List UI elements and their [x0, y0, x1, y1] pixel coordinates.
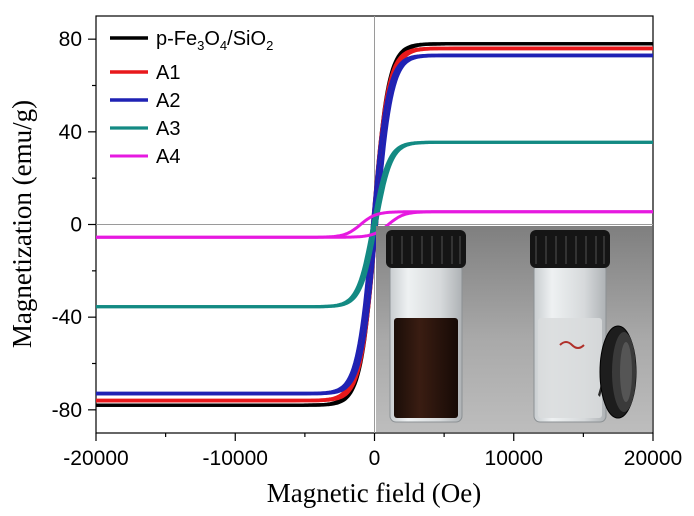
y-axis-title: Magnetization (emu/g) [7, 100, 37, 348]
y-tick-label-3: 40 [59, 121, 82, 144]
y-tick-label-4: 80 [59, 28, 82, 51]
legend-label-1: A1 [156, 62, 180, 84]
vial-separated [530, 230, 610, 423]
series-curve-4-ascending [96, 210, 653, 239]
x-tick-label-0: -20000 [63, 447, 128, 470]
legend-label-4: A4 [156, 146, 180, 168]
series-curve-2-ascending [96, 53, 653, 396]
x-tick-label-3: 10000 [485, 447, 543, 470]
y-tick-label-2: 0 [70, 214, 82, 237]
x-tick-label-1: -10000 [203, 447, 268, 470]
legend-label-2: A2 [156, 90, 180, 112]
vial-dispersed [386, 230, 466, 423]
x-tick-label-2: 0 [369, 447, 381, 470]
legend: p-Fe3O4/SiO2 A1 A2 A3 A4 [110, 28, 273, 168]
y-tick-label-0: -80 [52, 399, 82, 422]
series-curves [96, 42, 653, 407]
legend-label-3: A3 [156, 118, 180, 140]
x-tick-label-4: 20000 [624, 447, 682, 470]
axis-ticks: -20000 -10000 0 10000 20000 -80 -40 0 40 80 [52, 28, 683, 470]
legend-label-0: p-Fe3O4/SiO2 [156, 28, 273, 53]
y-tick-label-1: -40 [52, 306, 82, 329]
magnet-cap [599, 325, 637, 419]
inset-photo [376, 226, 652, 432]
x-axis-title: Magnetic field (Oe) [267, 478, 481, 508]
